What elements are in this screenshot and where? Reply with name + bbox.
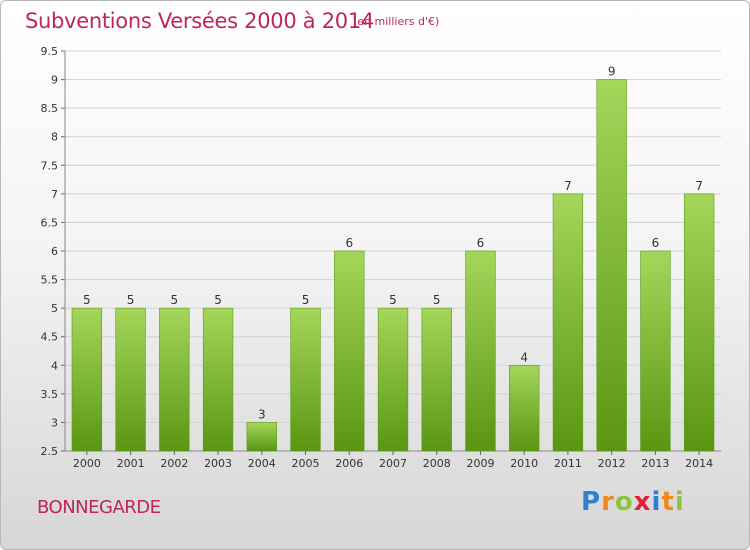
bar-2003 xyxy=(202,307,234,452)
bar-2013 xyxy=(640,250,671,452)
logo-letter: x xyxy=(633,487,652,517)
bar-2001 xyxy=(115,307,146,452)
logo-letter: o xyxy=(614,487,634,517)
x-tick-label-2004: 2004 xyxy=(248,457,276,470)
bar-2010 xyxy=(509,364,540,452)
bar-2002 xyxy=(159,307,190,452)
bar-2009 xyxy=(465,250,496,452)
data-label-2005: 5 xyxy=(302,293,310,307)
x-tick-label-2013: 2013 xyxy=(641,457,669,470)
x-tick-label-2008: 2008 xyxy=(423,457,451,470)
x-tick-label-2003: 2003 xyxy=(204,457,232,470)
data-label-2014: 7 xyxy=(695,179,703,193)
data-label-2003: 5 xyxy=(214,293,222,307)
data-label-2006: 6 xyxy=(345,236,353,250)
logo-letter: r xyxy=(601,487,615,517)
x-tick-label-2001: 2001 xyxy=(117,457,145,470)
x-tick-label-2006: 2006 xyxy=(335,457,363,470)
data-label-2009: 6 xyxy=(477,236,485,250)
bar-2000 xyxy=(71,307,103,452)
y-tick-label: 9 xyxy=(51,74,58,87)
logo-letter: i xyxy=(674,487,685,517)
bar-2012 xyxy=(596,79,627,452)
data-label-2010: 4 xyxy=(520,350,528,364)
y-tick-label: 3.5 xyxy=(41,388,59,401)
x-tick-label-2000: 2000 xyxy=(73,457,101,470)
y-tick-label: 3 xyxy=(51,416,58,429)
logo-letter: P xyxy=(581,487,602,517)
proxiti-logo: Proxiti xyxy=(581,487,685,517)
bar-2007 xyxy=(377,307,409,452)
x-tick-label-2012: 2012 xyxy=(598,457,626,470)
y-tick-label: 4.5 xyxy=(41,331,59,344)
bar-2006 xyxy=(334,250,365,452)
x-tick-label-2011: 2011 xyxy=(554,457,582,470)
y-tick-label: 4 xyxy=(51,359,58,372)
logo-letter: t xyxy=(661,487,675,517)
y-tick-label: 8.5 xyxy=(41,102,59,115)
data-label-2012: 9 xyxy=(608,65,616,79)
data-label-2011: 7 xyxy=(564,179,572,193)
x-axis: 2000 2001 2002 2003 2004 2005 2006 2007 2008 2009… xyxy=(73,451,713,470)
y-tick-label: 7 xyxy=(51,188,58,201)
bars: 5 5 5 5 3 5 6 5 5 6 4 7 9 6 7 xyxy=(71,65,715,452)
y-tick-label: 5.5 xyxy=(41,274,59,287)
x-tick-label-2007: 2007 xyxy=(379,457,407,470)
bar-2011 xyxy=(552,193,584,452)
bar-2005 xyxy=(290,307,321,452)
x-tick-label-2005: 2005 xyxy=(292,457,320,470)
data-label-2013: 6 xyxy=(652,236,660,250)
bar-2014 xyxy=(683,193,715,452)
data-label-2004: 3 xyxy=(258,407,266,421)
x-tick-label-2010: 2010 xyxy=(510,457,538,470)
y-tick-label: 5 xyxy=(51,302,58,315)
data-label-2002: 5 xyxy=(171,293,179,307)
bar-2004 xyxy=(246,422,277,452)
y-tick-label: 2.5 xyxy=(41,445,59,458)
x-tick-label-2009: 2009 xyxy=(466,457,494,470)
x-tick-label-2014: 2014 xyxy=(685,457,713,470)
chart-title: Subventions Versées 2000 à 2014 xyxy=(25,9,374,33)
data-label-2007: 5 xyxy=(389,293,397,307)
logo-letter: i xyxy=(651,487,662,517)
commune-name: BONNEGARDE xyxy=(37,497,161,518)
data-label-2008: 5 xyxy=(433,293,441,307)
unit-note: (en milliers d'€) xyxy=(353,15,440,28)
y-tick-label: 8 xyxy=(51,131,58,144)
y-tick-label: 7.5 xyxy=(41,159,59,172)
y-tick-label: 6.5 xyxy=(41,216,59,229)
y-tick-label: 9.5 xyxy=(41,45,59,58)
x-tick-label-2002: 2002 xyxy=(160,457,188,470)
y-tick-label: 6 xyxy=(51,245,58,258)
data-label-2000: 5 xyxy=(83,293,91,307)
data-label-2001: 5 xyxy=(127,293,135,307)
bar-2008 xyxy=(421,307,452,452)
